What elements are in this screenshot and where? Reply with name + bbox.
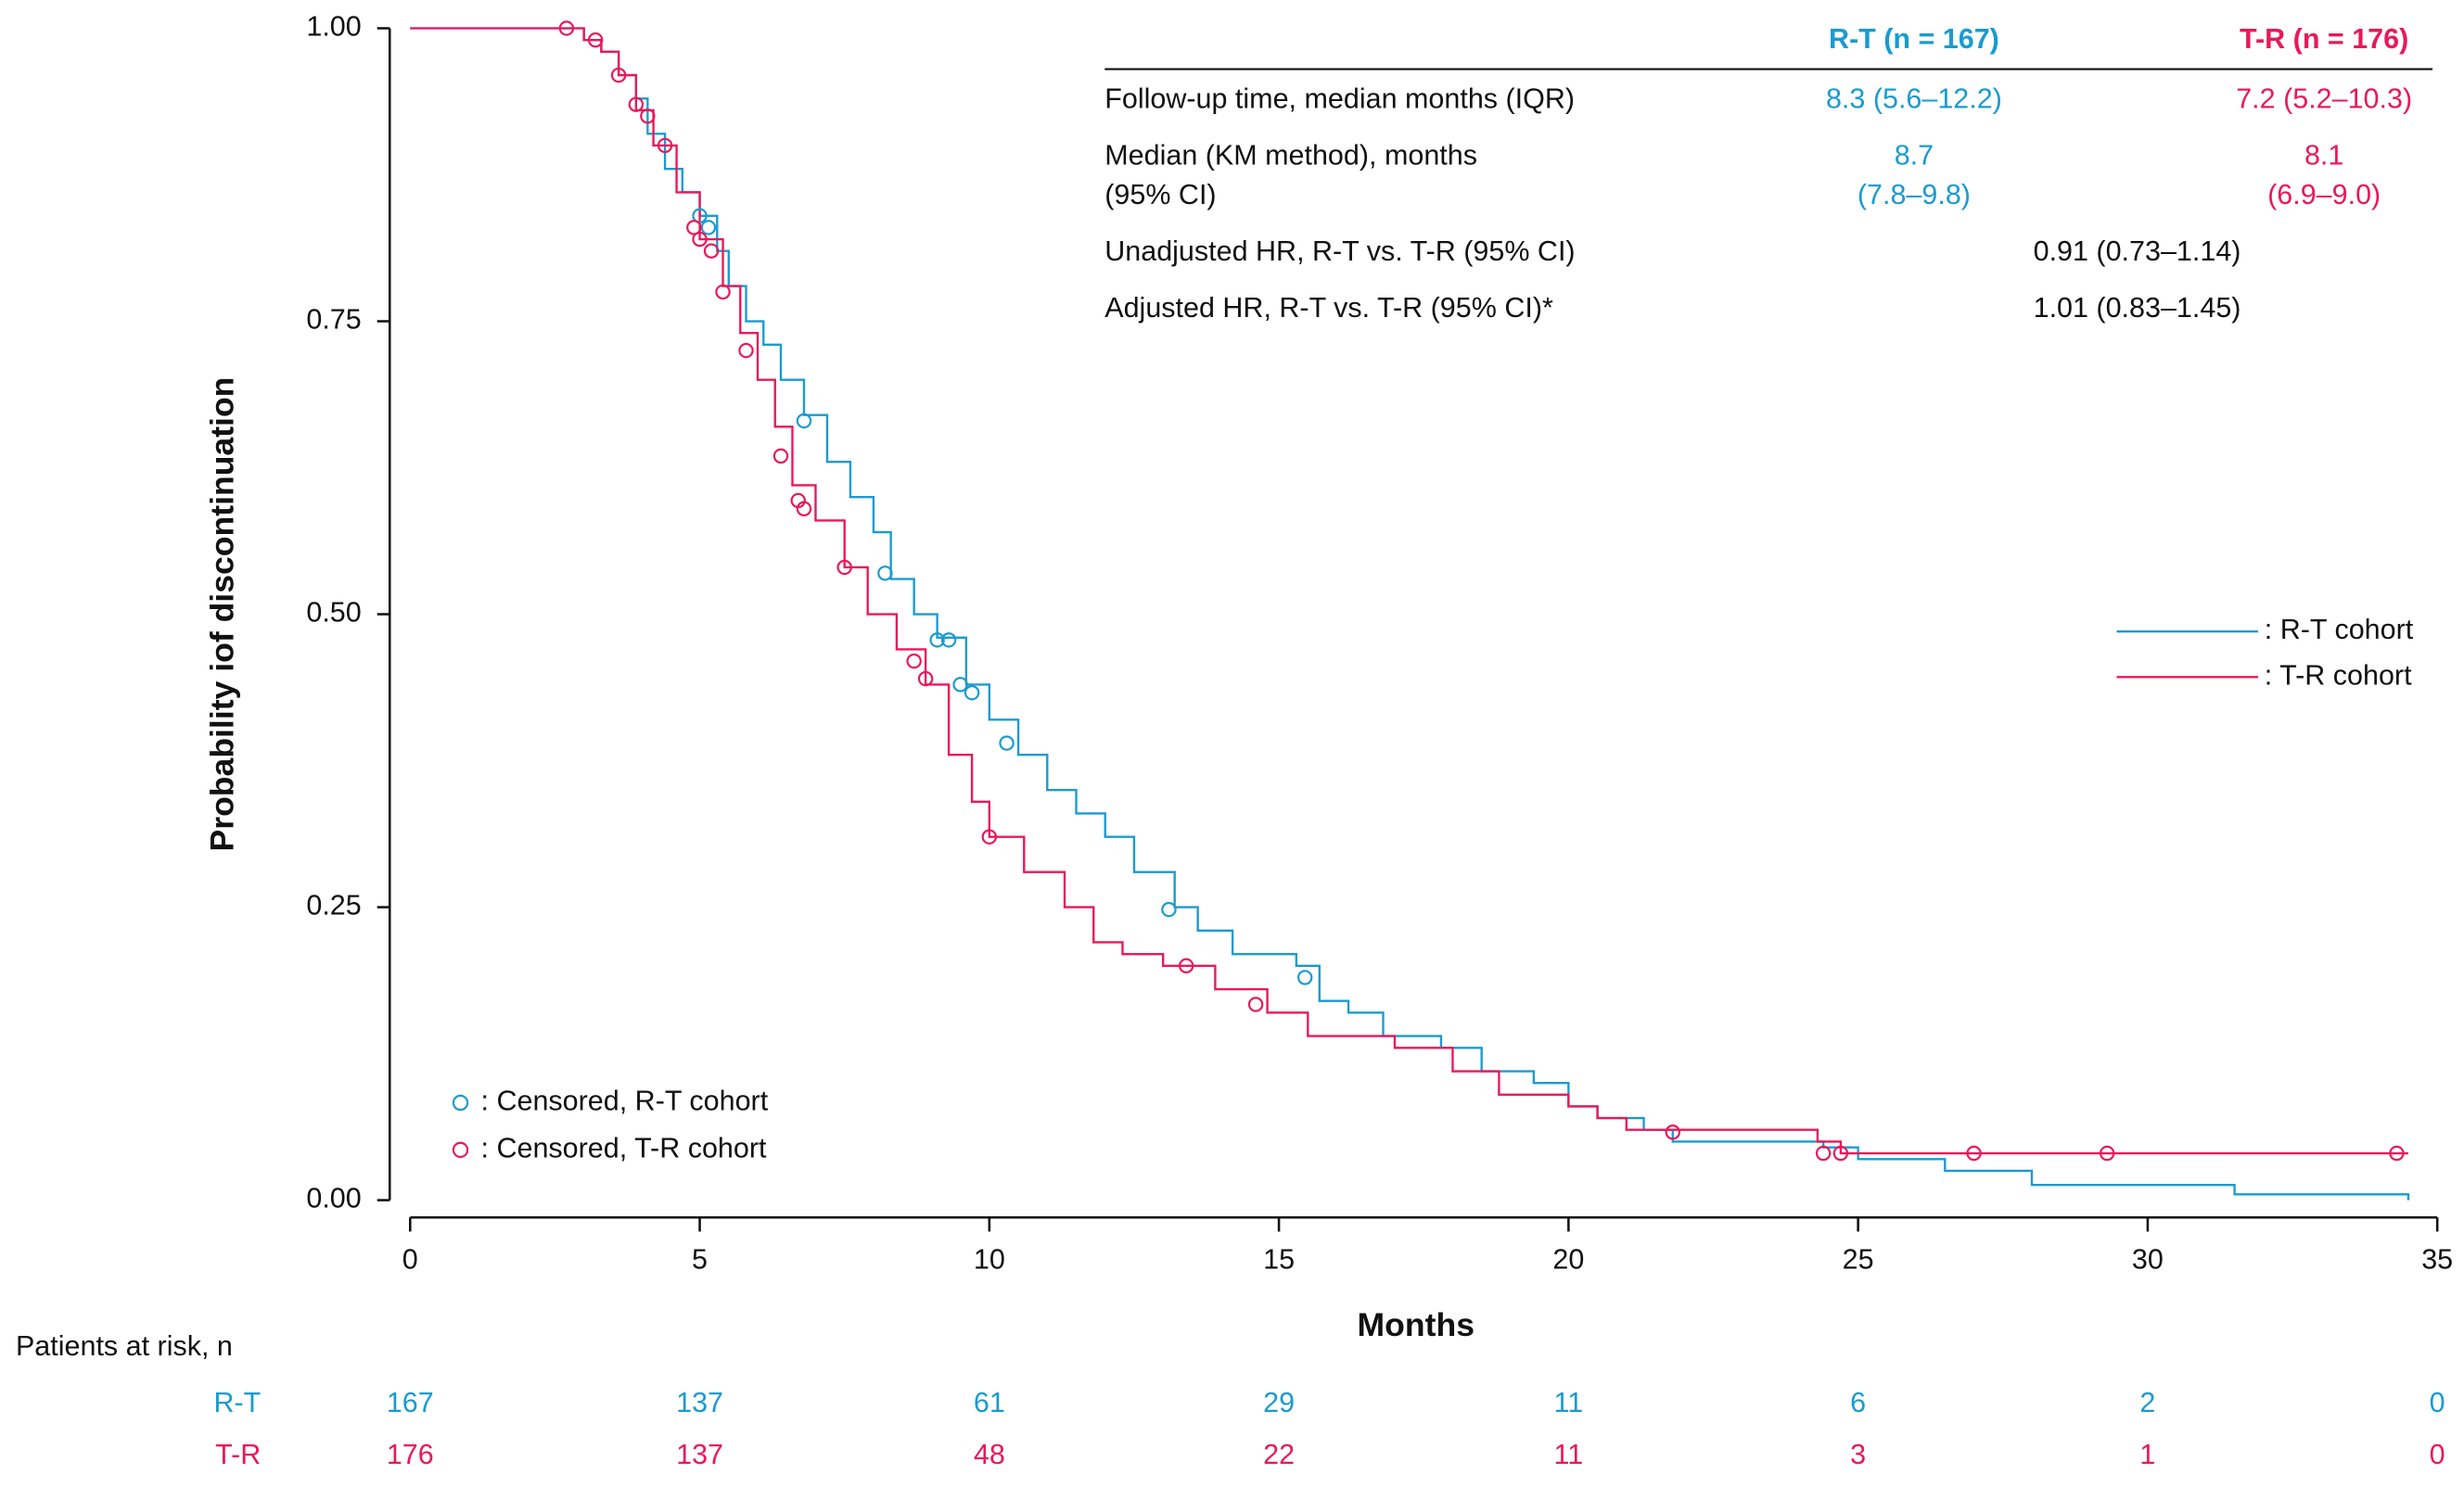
table-cell: 7.2 (5.2–10.3) [2236,83,2412,115]
censor-mark [1966,1145,1982,1162]
censor-mark [1296,970,1313,985]
censor-mark [952,677,968,693]
x-tick-label: 10 [974,1244,1005,1276]
table-row-label: Unadjusted HR, R-T vs. T-R (95% CI) [1104,235,1575,267]
y-tick-label: 1.00 [306,11,361,43]
censor-mark [2389,1145,2405,1162]
censor-mark [715,284,731,300]
x-tick-label: 5 [692,1244,708,1276]
censor-mark [2099,1145,2115,1162]
censor-mark [1815,1145,1832,1162]
censor-mark [929,632,945,648]
legend-label: : Censored, T-R cohort [481,1132,767,1163]
table-row-label: (95% CI) [1104,179,1216,210]
censor-mark [906,653,922,669]
censor-mark [692,231,708,248]
censor-mark [836,559,852,576]
legend-marker [452,1094,469,1112]
censor-mark [772,448,789,464]
table-header: R-T (n = 167) [1829,23,1999,55]
at-risk-count: 11 [1554,1439,1584,1470]
at-risk-count: 137 [676,1387,723,1418]
x-tick-label: 0 [402,1244,418,1276]
censor-mark [738,342,754,359]
y-tick-label: 0.00 [306,1183,361,1214]
censor-mark [1178,958,1194,973]
table-cell: 0.91 (0.73–1.14) [2034,235,2241,267]
censor-mark [1161,901,1177,918]
at-risk-count: 48 [974,1439,1005,1470]
at-risk-count: 22 [1263,1439,1295,1470]
at-risk-row-label: T-R [215,1439,261,1470]
censor-mark [692,208,708,223]
censor-mark [686,220,702,235]
at-risk-count: 29 [1263,1387,1295,1418]
table-cell: (7.8–9.8) [1858,179,1971,210]
censor-mark [628,96,645,112]
censor-mark [796,501,812,516]
censor-mark [1247,997,1264,1012]
censor-mark [703,243,720,259]
table-cell: (6.9–9.0) [2267,179,2381,210]
x-tick-label: 30 [2132,1244,2164,1276]
km-curve [410,27,2408,1155]
censor-mark [640,108,656,124]
table-cell: 1.01 (0.83–1.45) [2034,292,2241,324]
censor-mark [587,32,604,48]
censor-mark [917,670,934,687]
table-row-label: Adjusted HR, R-T vs. T-R (95% CI)* [1104,292,1553,324]
at-risk-count: 11 [1554,1387,1584,1418]
censor-mark [558,20,575,36]
y-tick-label: 0.50 [306,597,361,629]
x-tick-label: 20 [1552,1244,1584,1276]
table-header: T-R (n = 176) [2240,23,2408,55]
legend-label: : T-R cohort [2265,659,2412,691]
at-risk-count: 176 [387,1439,434,1470]
at-risk-count: 3 [1850,1439,1866,1470]
at-risk-count: 0 [2430,1439,2445,1470]
legend-label: : R-T cohort [2265,614,2414,645]
at-risk-count: 167 [387,1387,434,1418]
at-risk-count: 0 [2430,1387,2445,1418]
x-axis-label: Months [1358,1306,1475,1343]
table-cell: 8.1 [2304,140,2343,172]
censor-mark [877,566,893,581]
x-tick-label: 35 [2421,1244,2453,1276]
at-risk-count: 137 [676,1439,723,1470]
at-risk-count: 6 [1850,1387,1866,1418]
censor-mark [610,67,627,83]
km-curve [410,27,2410,1201]
at-risk-count: 1 [2139,1439,2155,1470]
censor-mark [700,220,717,235]
at-risk-row-label: R-T [213,1387,261,1418]
at-risk-count: 2 [2139,1387,2155,1418]
legend-label: : Censored, R-T cohort [481,1086,769,1117]
censor-mark [1832,1145,1849,1162]
y-tick-label: 0.75 [306,304,361,336]
table-cell: 8.7 [1895,140,1934,172]
at-risk-count: 61 [974,1387,1005,1418]
censor-mark [964,685,980,701]
table-row-label: Median (KM method), months [1104,140,1477,172]
at-risk-title: Patients at risk, n [16,1330,233,1362]
table-cell: 8.3 (5.6–12.2) [1826,83,2002,115]
y-axis-label: Probability iof discontinuation [204,377,241,852]
legend-marker [452,1141,469,1159]
censor-mark [1665,1125,1680,1140]
y-tick-label: 0.25 [306,890,361,921]
x-tick-label: 15 [1263,1244,1295,1276]
x-tick-label: 25 [1843,1244,1874,1276]
censor-mark [657,137,673,154]
censor-mark [796,413,812,429]
censor-mark [981,829,998,845]
censor-mark [940,632,957,648]
censor-mark [999,735,1015,751]
table-row-label: Follow-up time, median months (IQR) [1104,83,1575,115]
